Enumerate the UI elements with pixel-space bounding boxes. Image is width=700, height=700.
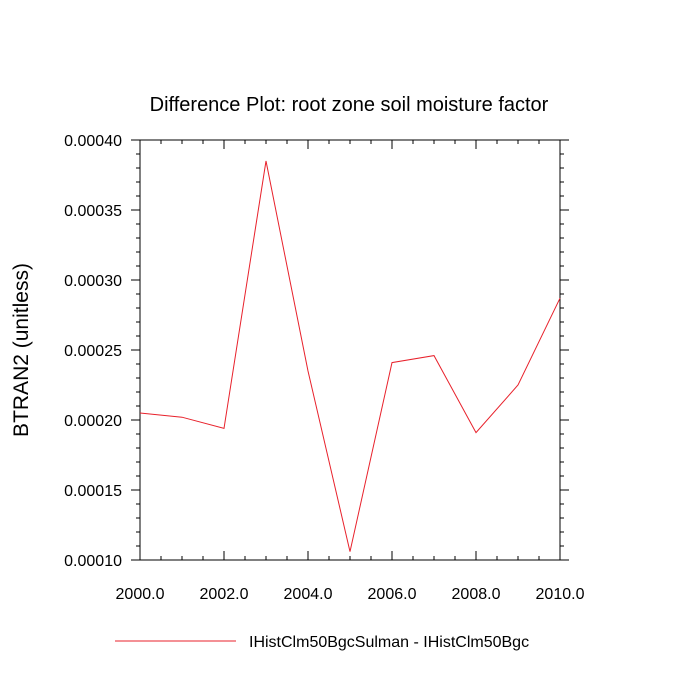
series-group <box>139 160 561 552</box>
y-tick-label: 0.00025 <box>64 343 122 360</box>
y-tick-label: 0.00010 <box>64 553 122 570</box>
y-tick-label: 0.00020 <box>64 413 122 430</box>
x-tick-label: 2006.0 <box>368 586 417 603</box>
y-tick-label: 0.00030 <box>64 273 122 290</box>
axis-ticks <box>131 139 569 561</box>
plot-frame <box>139 139 561 561</box>
x-tick-label: 2004.0 <box>284 586 333 603</box>
y-tick-label: 0.00035 <box>64 203 122 220</box>
x-tick-label: 2000.0 <box>116 586 165 603</box>
series-line <box>139 160 561 552</box>
y-tick-label: 0.00040 <box>64 133 122 150</box>
x-tick-label: 2002.0 <box>200 586 249 603</box>
y-tick-label: 0.00015 <box>64 483 122 500</box>
x-tick-label: 2008.0 <box>452 586 501 603</box>
legend: IHistClm50BgcSulman - IHistClm50Bgc <box>115 634 529 651</box>
chart-title: Difference Plot: root zone soil moisture… <box>150 94 549 116</box>
x-tick-label: 2010.0 <box>536 586 585 603</box>
legend-label: IHistClm50BgcSulman - IHistClm50Bgc <box>249 634 529 651</box>
y-axis-label: BTRAN2 (unitless) <box>10 263 33 437</box>
tick-labels: 2000.0 2002.0 2004.0 2006.0 2008.0 2010.0 0.00… <box>64 133 584 603</box>
